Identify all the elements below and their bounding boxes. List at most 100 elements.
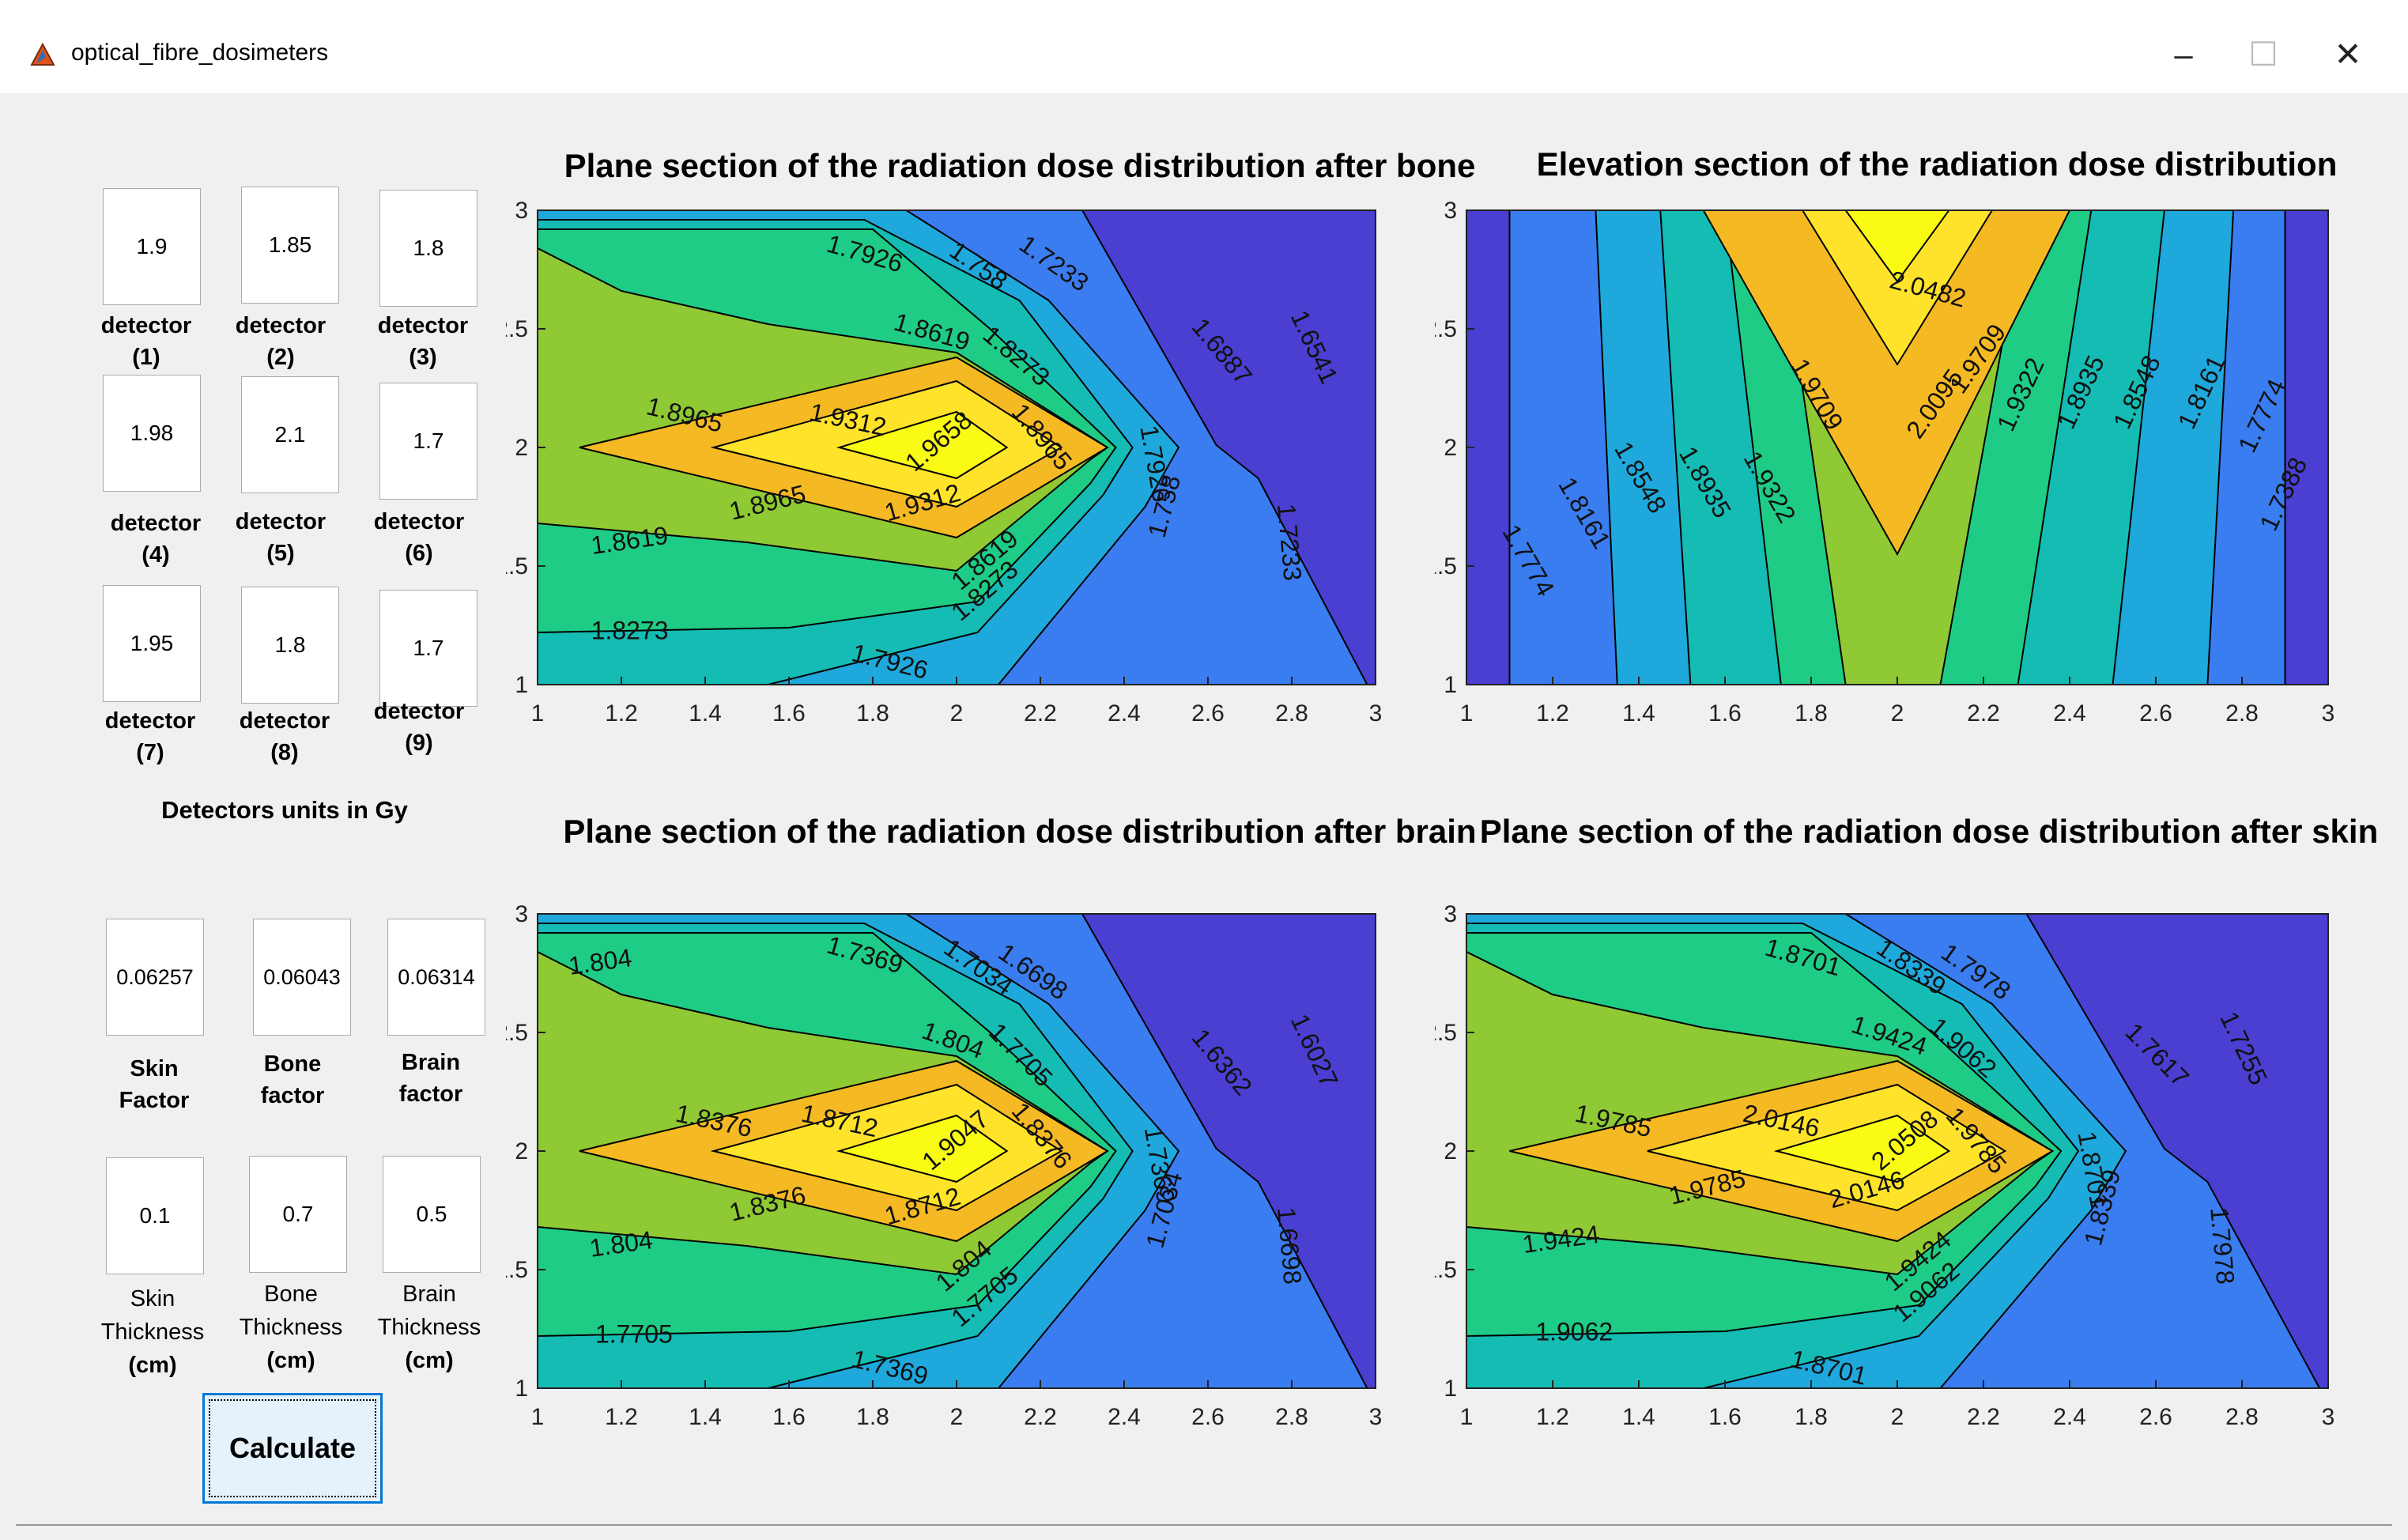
contour-band-8 [836, 410, 1009, 480]
y-tick-label: 1.5 [1435, 1257, 1457, 1283]
detector-9-input[interactable] [379, 590, 477, 707]
x-tick-label: 1.4 [1622, 1404, 1655, 1430]
x-tick-label: 2.2 [1967, 1404, 2000, 1430]
y-tick-label: 2.5 [1435, 316, 1457, 342]
calculate-button[interactable]: Calculate [202, 1393, 383, 1504]
x-tick-label: 2.8 [1275, 1404, 1308, 1430]
x-tick-label: 2.2 [1024, 700, 1057, 727]
detector-8-label: detector (8) [239, 708, 330, 765]
x-tick-label: 1.4 [1622, 700, 1655, 727]
skin-thickness-input[interactable] [106, 1157, 204, 1274]
x-tick-label: 1.8 [856, 1404, 889, 1430]
x-tick-label: 2.4 [1108, 1404, 1141, 1430]
x-tick-label: 1.4 [689, 1404, 722, 1430]
x-tick-label: 2.6 [1191, 700, 1225, 727]
window-title: optical_fibre_dosimeters [71, 40, 329, 66]
y-tick-label: 2 [515, 1138, 528, 1164]
x-tick-label: 1.2 [605, 700, 638, 727]
detector-2-input[interactable] [241, 187, 339, 304]
bone-contour-plot[interactable]: 11.21.41.61.822.22.42.62.8311.522.531.79… [506, 198, 1423, 783]
title-bar: optical_fibre_dosimeters – ☐ ✕ [0, 0, 2408, 93]
detector-5-label: detector (5) [235, 509, 326, 566]
x-tick-label: 2.8 [1275, 700, 1308, 727]
x-tick-label: 3 [1369, 700, 1383, 727]
x-tick-label: 2 [950, 700, 964, 727]
matlab-icon [30, 42, 55, 66]
x-tick-label: 2.6 [2139, 700, 2172, 727]
close-button[interactable]: ✕ [2334, 36, 2362, 73]
bone-thickness-input[interactable] [249, 1156, 347, 1273]
bone-thickness-label: Bone Thickness (cm) [239, 1281, 343, 1373]
contour-band-8 [1773, 1114, 1951, 1183]
x-tick-label: 1 [531, 1404, 545, 1430]
detector-6-label: detector (6) [373, 509, 465, 566]
x-tick-label: 2.4 [2053, 700, 2086, 727]
x-tick-label: 1 [1460, 1404, 1474, 1430]
skin-thickness-label: Skin Thickness (cm) [100, 1286, 205, 1378]
x-tick-label: 1 [531, 700, 545, 727]
detectors-units-label: Detectors units in Gy [161, 796, 408, 824]
contour-level-label: 1.6698 [1272, 1206, 1307, 1285]
plot-1-title: Plane section of the radiation dose dist… [564, 147, 1476, 184]
contour-fill [1466, 210, 2328, 685]
x-tick-label: 1.4 [689, 700, 722, 727]
brain-thickness-label: Brain Thickness (cm) [377, 1281, 481, 1373]
y-tick-label: 2 [1444, 435, 1457, 461]
detector-4-label: detector (4) [110, 511, 202, 568]
detector-6-input[interactable] [379, 383, 477, 500]
detector-8-input[interactable] [241, 587, 339, 704]
y-tick-label: 2.5 [506, 316, 528, 342]
brain-thickness-input[interactable] [383, 1156, 481, 1273]
x-tick-label: 1.8 [856, 700, 889, 727]
elevation-contour-plot[interactable]: 11.21.41.61.822.22.42.62.8311.522.532.04… [1435, 198, 2383, 783]
brain-factor-input[interactable] [387, 919, 485, 1036]
contour-level-label: 1.7978 [2205, 1206, 2240, 1285]
plot-3-title: Plane section of the radiation dose dist… [563, 813, 1477, 850]
detector-5-input[interactable] [241, 376, 339, 493]
x-tick-label: 2.6 [2139, 1404, 2172, 1430]
skin-contour-plot[interactable]: 11.21.41.61.822.22.42.62.8311.522.531.87… [1435, 901, 2383, 1486]
y-tick-label: 2.5 [1435, 1020, 1457, 1046]
contour-level-label: 1.8273 [591, 616, 669, 644]
detector-2-label: detector (2) [235, 313, 326, 370]
y-tick-label: 2 [515, 435, 528, 461]
minimize-button[interactable]: – [2174, 36, 2193, 73]
x-tick-label: 2.8 [2225, 700, 2259, 727]
detector-1-label: detector (1) [100, 313, 192, 370]
detector-4-input[interactable] [103, 375, 201, 492]
skin-factor-label: Skin Factor [119, 1056, 190, 1113]
maximize-button[interactable]: ☐ [2248, 36, 2278, 73]
detector-9-label: detector (9) [373, 699, 465, 756]
y-tick-label: 1.5 [506, 1257, 528, 1283]
y-tick-label: 3 [515, 198, 528, 224]
contour-level-label: 1.7233 [1272, 502, 1307, 582]
plot-2-title: Elevation section of the radiation dose … [1536, 145, 2338, 183]
bone-factor-input[interactable] [253, 919, 351, 1036]
plot-4-title: Plane section of the radiation dose dist… [1479, 813, 2379, 850]
detector-7-input[interactable] [103, 585, 201, 702]
detector-1-input[interactable] [103, 188, 201, 305]
contour-band-8 [1844, 210, 1950, 283]
x-tick-label: 2.8 [2225, 1404, 2259, 1430]
y-tick-label: 1 [515, 1376, 528, 1402]
y-tick-label: 1.5 [506, 553, 528, 579]
detector-3-input[interactable] [379, 190, 477, 307]
x-tick-label: 1.6 [1708, 1404, 1742, 1430]
y-tick-label: 1 [1444, 672, 1457, 698]
contour-fill [1466, 914, 2328, 1388]
brain-factor-label: Brain factor [398, 1050, 463, 1107]
x-tick-label: 1 [1460, 700, 1474, 727]
x-tick-label: 2.6 [1191, 1404, 1225, 1430]
skin-factor-input[interactable] [106, 919, 204, 1036]
detector-3-label: detector (3) [377, 313, 469, 370]
x-tick-label: 1.8 [1795, 700, 1828, 727]
contour-fill [538, 210, 1376, 685]
x-tick-label: 1.6 [772, 700, 806, 727]
x-tick-label: 1.6 [772, 1404, 806, 1430]
contour-level-label: 1.7705 [595, 1319, 673, 1348]
x-tick-label: 3 [2322, 700, 2335, 727]
y-tick-label: 3 [515, 901, 528, 927]
brain-contour-plot[interactable]: 11.21.41.61.822.22.42.62.8311.522.531.80… [506, 901, 1423, 1486]
x-tick-label: 2.4 [2053, 1404, 2086, 1430]
x-tick-label: 1.2 [1536, 1404, 1569, 1430]
